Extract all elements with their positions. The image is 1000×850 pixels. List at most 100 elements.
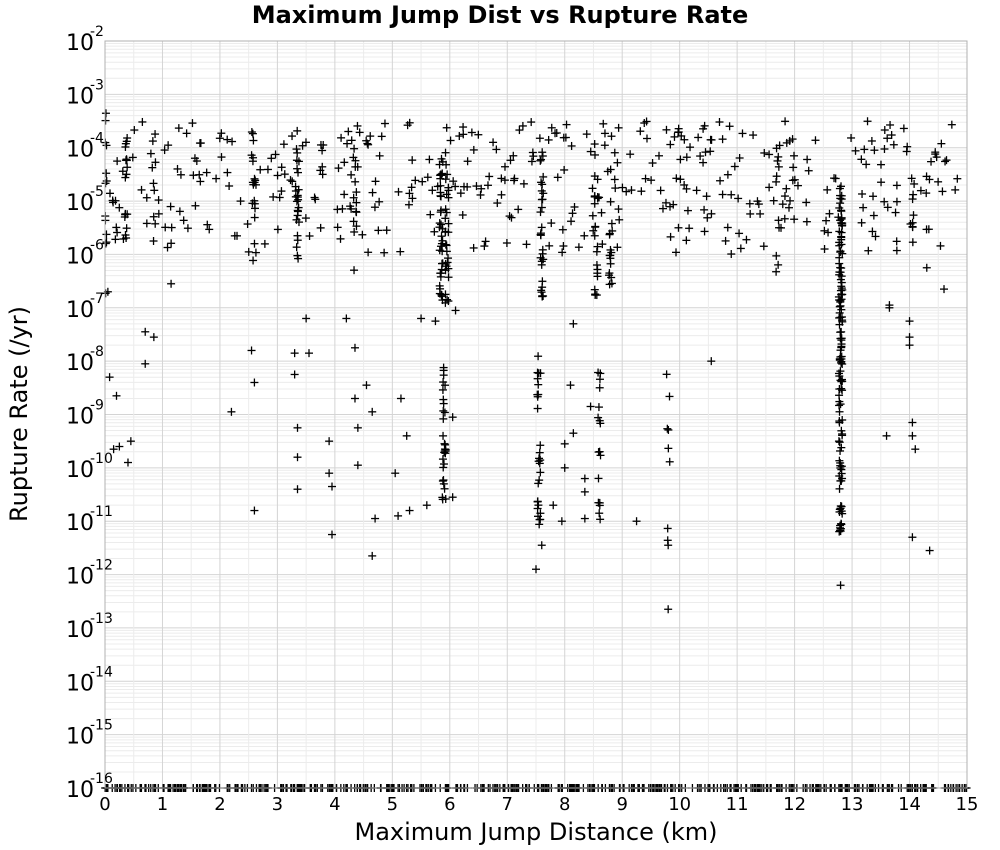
data-point [590, 231, 599, 240]
x-tick-label: 0 [99, 794, 110, 815]
data-point [105, 373, 114, 382]
data-point [292, 145, 301, 154]
data-point [837, 191, 846, 200]
data-point [536, 468, 545, 477]
data-point [371, 514, 380, 523]
data-point [353, 423, 362, 432]
data-point [441, 449, 450, 458]
data-point [438, 455, 447, 464]
data-point [535, 476, 544, 485]
data-point [518, 121, 527, 130]
data-point [838, 290, 847, 299]
data-point [293, 148, 302, 157]
data-point [947, 120, 956, 129]
data-point [351, 177, 360, 186]
y-tick-label: 10-13 [66, 611, 113, 643]
data-point [375, 151, 384, 160]
data-point [302, 314, 311, 323]
data-point [590, 191, 599, 200]
data-point [146, 149, 155, 158]
data-point [682, 184, 691, 193]
y-tick-label: 10-5 [66, 184, 104, 216]
data-point [774, 162, 783, 171]
data-point [449, 177, 458, 186]
data-point [141, 327, 150, 336]
data-point [167, 223, 176, 232]
data-point [549, 501, 558, 510]
data-point [451, 306, 460, 315]
y-tick-base: 10 [66, 31, 94, 56]
data-point [115, 203, 124, 212]
data-point [436, 191, 445, 200]
y-tick-exponent: -13 [90, 611, 113, 627]
data-point [868, 227, 877, 236]
data-point [405, 506, 414, 515]
y-tick-label: 10-14 [66, 664, 113, 696]
data-point [428, 186, 437, 195]
data-point [247, 346, 256, 355]
data-point [358, 230, 367, 239]
data-point [225, 181, 234, 190]
data-point [613, 243, 622, 252]
data-point [533, 504, 542, 513]
data-point [682, 153, 691, 162]
data-point [699, 158, 708, 167]
data-point [607, 132, 616, 141]
data-point [215, 134, 224, 143]
data-point [336, 234, 345, 243]
data-point [931, 148, 940, 157]
data-point [905, 333, 914, 342]
data-point [529, 152, 538, 161]
data-point [836, 286, 845, 295]
y-tick-exponent: -11 [90, 504, 113, 520]
data-point [905, 317, 914, 326]
data-point [293, 453, 302, 462]
data-point [318, 162, 327, 171]
data-point [436, 181, 445, 190]
y-tick-label: 10-11 [66, 504, 113, 536]
data-point [559, 242, 568, 251]
data-point [437, 232, 446, 241]
data-point [439, 406, 448, 415]
data-point [195, 139, 204, 148]
data-point [838, 249, 847, 258]
data-point [350, 227, 359, 236]
data-point [446, 136, 455, 145]
data-point [780, 192, 789, 201]
data-point [275, 193, 284, 202]
data-point [700, 227, 709, 236]
data-point [318, 146, 327, 155]
x-tick-label: 15 [956, 794, 979, 815]
data-point [441, 240, 450, 249]
data-point [505, 212, 514, 221]
data-point [469, 145, 478, 154]
data-point [626, 150, 635, 159]
data-point [908, 431, 917, 440]
data-point [250, 378, 259, 387]
data-point [223, 135, 232, 144]
y-tick-exponent: -2 [90, 24, 104, 40]
y-tick-base: 10 [66, 511, 94, 536]
data-point [932, 153, 941, 162]
y-tick-label: 10-12 [66, 558, 113, 590]
data-point [305, 349, 314, 358]
y-tick-base: 10 [66, 565, 94, 590]
data-point [836, 581, 845, 590]
data-point [101, 109, 110, 118]
data-point [640, 119, 649, 128]
data-point [440, 439, 449, 448]
data-point [883, 203, 892, 212]
data-point [664, 605, 673, 614]
data-point [344, 127, 353, 136]
data-point [368, 407, 377, 416]
data-point [903, 142, 912, 151]
data-point [230, 231, 239, 240]
data-point [277, 163, 286, 172]
y-tick-base: 10 [66, 778, 94, 803]
data-point [375, 197, 384, 206]
data-point [250, 506, 259, 515]
data-point [614, 123, 623, 132]
data-point [142, 219, 151, 228]
data-point [443, 170, 452, 179]
data-point [441, 214, 450, 223]
